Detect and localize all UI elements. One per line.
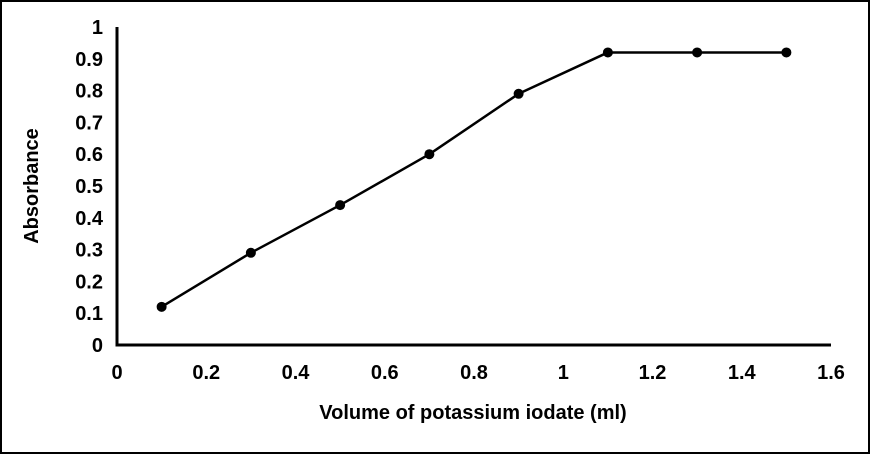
data-point-marker <box>692 47 703 58</box>
data-point-marker <box>781 47 792 58</box>
y-tick-label: 0.7 <box>75 112 103 134</box>
y-tick-label: 0.3 <box>75 240 103 262</box>
x-tick-label: 0.6 <box>371 362 399 384</box>
x-tick-label: 0.2 <box>192 362 220 384</box>
data-point-marker <box>335 200 346 211</box>
y-tick-label: 0.2 <box>75 271 103 293</box>
x-tick-label: 1.6 <box>817 362 845 384</box>
tick-labels: 0 0.2 0.4 0.6 0.8 1 1.2 1.4 1.6 0 0.1 0.2 0.3 0.4 0.5 0… <box>75 17 845 384</box>
x-tick-label: 0 <box>111 362 122 384</box>
y-tick-label: 0.5 <box>75 176 103 198</box>
y-tick-label: 0.4 <box>75 208 104 230</box>
x-tick-label: 0.4 <box>282 362 311 384</box>
x-tick-label: 0.8 <box>460 362 488 384</box>
y-axis-title: Absorbance <box>21 128 43 244</box>
data-point-marker <box>245 247 256 258</box>
data-point-marker <box>602 47 613 58</box>
x-tick-label: 1.4 <box>728 362 757 384</box>
x-axis-title: Volume of potassium iodate (ml) <box>319 402 626 424</box>
x-tick-label: 1.2 <box>639 362 667 384</box>
x-tick-label: 1 <box>558 362 569 384</box>
y-tick-label: 0.9 <box>75 49 103 71</box>
data-point-marker <box>156 301 167 312</box>
y-tick-label: 0.8 <box>75 81 103 103</box>
y-tick-label: 0.6 <box>75 144 103 166</box>
data-point-marker <box>424 149 435 160</box>
y-tick-label: 1 <box>92 17 103 39</box>
series-line <box>160 51 788 309</box>
data-series <box>156 47 792 312</box>
axes <box>115 27 831 347</box>
data-point-marker <box>513 88 524 99</box>
y-tick-label: 0.1 <box>75 303 103 325</box>
y-tick-label: 0 <box>92 335 103 357</box>
